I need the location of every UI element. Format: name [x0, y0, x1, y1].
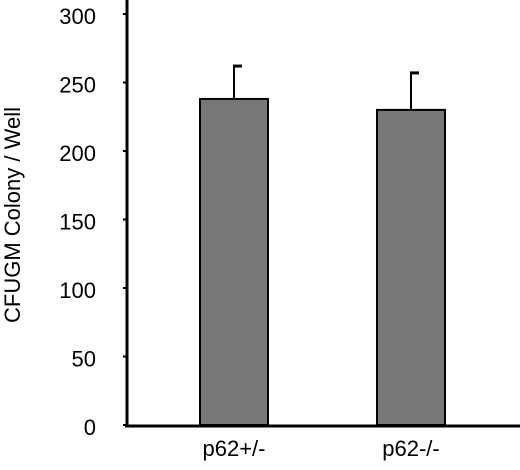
y-tick-label: 100 [59, 278, 96, 303]
y-axis-label: CFUGM Colony / Well [0, 107, 25, 323]
y-tick-label: 300 [59, 4, 96, 29]
bar [199, 97, 269, 426]
x-tick-label: p62+/- [203, 436, 266, 461]
x-tick-label: p62-/- [382, 436, 439, 461]
bar [376, 108, 446, 427]
y-tick-label: 50 [72, 346, 96, 371]
y-tick-label: 150 [59, 209, 96, 234]
y-tick-label: 0 [84, 415, 96, 440]
y-tick-label: 250 [59, 72, 96, 97]
y-tick-label: 200 [59, 141, 96, 166]
